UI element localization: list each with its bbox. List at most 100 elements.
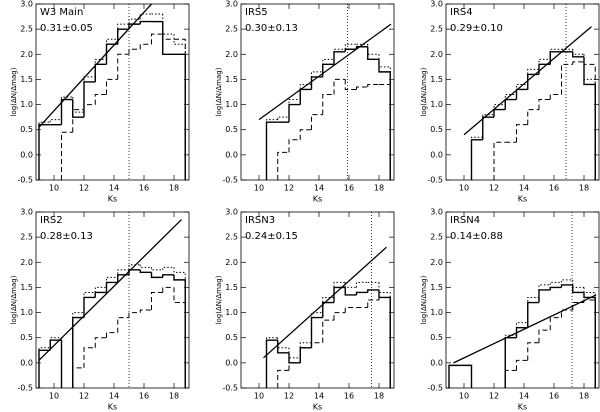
plot-area xyxy=(263,212,391,388)
x-tick-label: 12 xyxy=(489,184,499,193)
y-tick-label: 3.0 xyxy=(225,208,238,217)
panel-slope: 0.31±0.05 xyxy=(40,23,93,34)
histogram-bin xyxy=(583,299,596,388)
x-tick-label: 10 xyxy=(49,184,59,193)
fit-line xyxy=(463,26,592,136)
y-tick-label: 0.0 xyxy=(20,150,33,159)
y-tick-label: 0.0 xyxy=(20,358,33,367)
x-tick-label: 12 xyxy=(79,392,89,401)
y-tick-label: 3.0 xyxy=(430,0,443,9)
y-tick-label: 0.0 xyxy=(430,150,443,159)
histogram-bin xyxy=(516,359,528,371)
x-axis-label: Ks xyxy=(108,195,117,204)
histogram-bin xyxy=(504,94,517,105)
x-tick-label: 14 xyxy=(519,392,529,401)
panel-title: IRSN4 xyxy=(450,215,480,226)
histogram-bin xyxy=(174,53,186,180)
histogram-bin xyxy=(266,337,278,388)
histogram-bin xyxy=(322,58,334,72)
histogram-bin xyxy=(150,272,163,279)
histogram-bin xyxy=(299,88,312,105)
histogram-bin xyxy=(139,20,152,25)
y-tick-label: 2.0 xyxy=(430,258,443,267)
histogram-bin xyxy=(333,48,346,60)
y-tick-label: 1.5 xyxy=(430,75,443,84)
histogram-bin xyxy=(105,281,118,293)
y-axis-label: log(ΔN/Δmag) xyxy=(215,275,223,324)
histogram-bin xyxy=(139,309,152,313)
histogram-bin xyxy=(38,347,51,388)
histogram-bin xyxy=(378,59,391,180)
x-tick-label: 10 xyxy=(254,392,264,401)
histogram-bin xyxy=(493,104,506,115)
x-axis-label: Ks xyxy=(313,403,322,412)
y-tick-label: 0.5 xyxy=(225,125,238,134)
y-tick-label: 1.0 xyxy=(430,100,443,109)
histogram-bin xyxy=(527,109,539,125)
histogram-bin xyxy=(549,48,562,60)
y-axis-label: log(ΔN/Δmag) xyxy=(10,275,18,324)
histogram-bin xyxy=(527,342,539,361)
y-tick-label: 0.5 xyxy=(225,333,238,342)
plot-frame xyxy=(445,3,600,181)
histogram-bin xyxy=(572,302,584,311)
histogram-bin xyxy=(549,317,562,331)
histogram-bin xyxy=(504,334,517,388)
histogram-bin xyxy=(117,23,129,40)
histogram-bin xyxy=(515,88,528,100)
panel: -0.5 0.0 0.5 1.0 1.5 2.0 2.5 3.0 10 12 14 16 18 Ks log… xyxy=(215,0,395,204)
panel-slope: 0.24±0.15 xyxy=(245,231,298,242)
x-tick-label: 12 xyxy=(284,184,294,193)
x-axis-label: Ks xyxy=(518,195,527,204)
x-tick-label: 16 xyxy=(344,184,354,193)
x-axis-label: Ks xyxy=(518,403,527,412)
plot-frame xyxy=(35,211,190,389)
histogram-bin xyxy=(162,266,174,270)
y-tick-label: 0.5 xyxy=(20,125,33,134)
y-tick-label: 2.5 xyxy=(430,233,443,242)
panel-title: W3 Main xyxy=(40,7,83,18)
x-tick-label: 18 xyxy=(169,184,179,193)
histogram-bin xyxy=(572,49,584,55)
y-tick-label: 0.5 xyxy=(430,125,443,134)
histogram-bin xyxy=(583,287,596,388)
histogram-bin xyxy=(265,339,278,388)
histogram-bin xyxy=(504,337,517,388)
histogram-bin xyxy=(583,292,596,388)
histogram-bin xyxy=(299,347,312,363)
histogram-bin xyxy=(333,281,346,298)
panel-slope: 0.29±0.10 xyxy=(450,23,503,34)
histogram-bin xyxy=(265,121,278,180)
x-tick-label: 18 xyxy=(579,392,589,401)
histogram-bin xyxy=(322,319,334,343)
histogram-bin xyxy=(527,68,539,85)
histogram-bin xyxy=(367,46,379,61)
histogram-bin xyxy=(151,33,163,45)
histogram-bin xyxy=(311,71,323,85)
fit-line xyxy=(263,246,387,359)
histogram-bin xyxy=(493,141,506,180)
y-tick-label: 0.5 xyxy=(20,333,33,342)
fit-line xyxy=(38,4,152,128)
histogram-bin xyxy=(367,83,379,87)
histogram-bin xyxy=(310,316,323,348)
histogram-bin xyxy=(299,347,312,363)
histogram-bin xyxy=(344,287,357,296)
y-tick-label: 1.5 xyxy=(20,75,33,84)
histogram-bin xyxy=(38,349,51,388)
histogram-bin xyxy=(367,289,379,293)
histogram-bin xyxy=(344,307,357,313)
histogram-bin xyxy=(356,86,368,90)
histogram-bin xyxy=(128,23,141,30)
panel-slope: 0.30±0.13 xyxy=(245,23,298,34)
histogram-bin xyxy=(561,279,573,283)
histogram-bin xyxy=(378,296,391,388)
histogram-bin xyxy=(356,281,368,288)
x-tick-label: 18 xyxy=(374,392,384,401)
histogram-bin xyxy=(173,267,186,388)
plot-area xyxy=(463,4,596,180)
histogram-bin xyxy=(460,364,473,388)
histogram-bin xyxy=(117,317,129,333)
histogram-bin xyxy=(49,337,62,388)
